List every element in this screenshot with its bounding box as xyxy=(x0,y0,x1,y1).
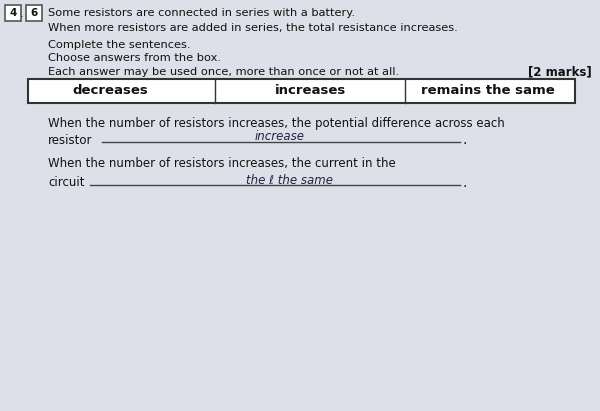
Text: 6: 6 xyxy=(31,8,38,18)
Text: the ℓ the same: the ℓ the same xyxy=(247,173,334,187)
Text: Choose answers from the box.: Choose answers from the box. xyxy=(48,53,221,63)
FancyBboxPatch shape xyxy=(26,5,42,21)
Text: [2 marks]: [2 marks] xyxy=(528,65,592,79)
Text: When the number of resistors increases, the current in the: When the number of resistors increases, … xyxy=(48,157,396,169)
Text: increases: increases xyxy=(274,85,346,97)
Text: .: . xyxy=(462,176,466,190)
Text: .: . xyxy=(462,133,466,147)
Bar xyxy=(28,79,575,103)
Text: Some resistors are connected in series with a battery.: Some resistors are connected in series w… xyxy=(48,8,355,18)
Text: When the number of resistors increases, the potential difference across each: When the number of resistors increases, … xyxy=(48,116,505,129)
Text: .: . xyxy=(20,9,24,19)
Text: remains the same: remains the same xyxy=(421,85,555,97)
Text: circuit: circuit xyxy=(48,176,85,189)
FancyBboxPatch shape xyxy=(5,5,21,21)
Text: decreases: decreases xyxy=(72,85,148,97)
Text: Complete the sentences.: Complete the sentences. xyxy=(48,40,191,50)
Text: When more resistors are added in series, the total resistance increases.: When more resistors are added in series,… xyxy=(48,23,458,33)
Text: 4: 4 xyxy=(10,8,17,18)
Text: Each answer may be used once, more than once or not at all.: Each answer may be used once, more than … xyxy=(48,67,399,77)
Text: resistor: resistor xyxy=(48,134,92,146)
Text: increase: increase xyxy=(255,131,305,143)
